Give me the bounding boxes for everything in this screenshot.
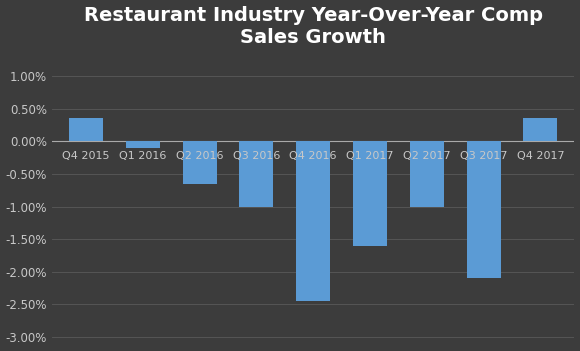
Bar <box>183 141 216 184</box>
Bar <box>353 141 387 246</box>
Text: Q2 2016: Q2 2016 <box>176 151 223 161</box>
Title: Restaurant Industry Year-Over-Year Comp
Sales Growth: Restaurant Industry Year-Over-Year Comp … <box>84 6 543 47</box>
Text: Q4 2015: Q4 2015 <box>62 151 110 161</box>
Bar <box>240 141 273 206</box>
Bar <box>296 141 330 301</box>
Text: Q4 2016: Q4 2016 <box>289 151 337 161</box>
Text: Q4 2017: Q4 2017 <box>517 151 564 161</box>
Bar <box>523 118 557 141</box>
Bar <box>466 141 501 278</box>
Bar <box>69 118 103 141</box>
Text: Q1 2016: Q1 2016 <box>119 151 166 161</box>
Bar <box>409 141 444 206</box>
Text: Q1 2017: Q1 2017 <box>346 151 394 161</box>
Text: Q3 2016: Q3 2016 <box>233 151 280 161</box>
Text: Q2 2017: Q2 2017 <box>403 151 451 161</box>
Bar <box>126 141 160 148</box>
Text: Q3 2017: Q3 2017 <box>460 151 508 161</box>
